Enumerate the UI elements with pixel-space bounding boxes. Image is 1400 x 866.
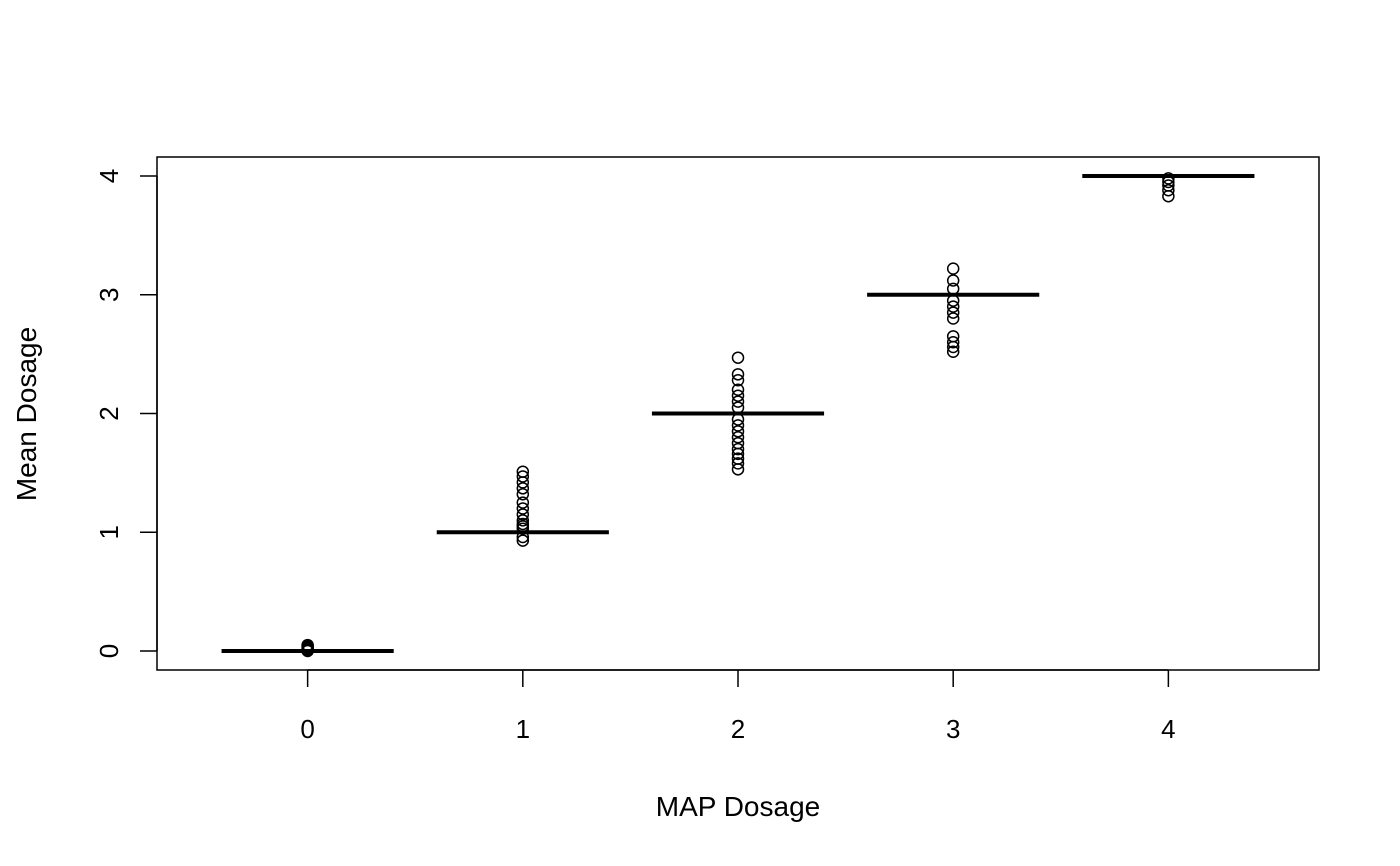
outlier-point	[516, 517, 530, 531]
outlier-point	[946, 345, 960, 358]
outlier-point	[731, 401, 745, 414]
y-tick-label: 2	[94, 406, 124, 420]
outlier-point	[946, 330, 960, 343]
x-axis-title: MAP Dosage	[656, 791, 820, 822]
y-tick-label: 0	[94, 644, 124, 658]
outlier-point	[731, 419, 745, 432]
outlier-point	[946, 294, 960, 307]
outlier-point	[1162, 172, 1175, 185]
y-tick-label: 3	[94, 288, 124, 302]
x-tick-label: 4	[1161, 714, 1175, 744]
outlier-point	[731, 431, 745, 444]
outlier-point	[516, 508, 530, 521]
outlier-point	[731, 383, 745, 396]
outlier-point	[516, 465, 530, 478]
box-group-0	[221, 638, 394, 658]
outlier-point	[516, 496, 530, 509]
x-tick-label: 1	[516, 714, 530, 744]
box-group-2	[651, 351, 825, 476]
outlier-point	[946, 300, 960, 313]
outlier-point	[516, 534, 530, 547]
chart-marks	[221, 172, 1255, 658]
outlier-point	[731, 457, 745, 470]
outlier-point	[946, 306, 960, 319]
y-tick-label: 1	[94, 525, 124, 539]
x-tick-label: 0	[300, 714, 314, 744]
outlier-point	[1162, 175, 1175, 189]
y-axis: 0 1 2 3 4	[94, 169, 158, 658]
box-group-4	[1082, 172, 1255, 203]
outlier-point	[1162, 184, 1175, 197]
outlier-point	[946, 262, 960, 275]
outlier-point	[946, 312, 960, 325]
outlier-point	[516, 502, 530, 515]
outlier-point	[731, 374, 745, 387]
outlier-point	[731, 351, 745, 364]
outlier-point	[731, 425, 745, 438]
outlier-point	[516, 470, 530, 483]
outlier-point	[731, 413, 745, 426]
outlier-point	[516, 488, 530, 501]
outlier-point	[946, 336, 960, 349]
outlier-point	[731, 389, 745, 402]
outlier-point	[731, 395, 745, 408]
y-axis-title: Mean Dosage	[11, 327, 42, 501]
outlier-point	[516, 514, 530, 527]
outlier-point	[516, 482, 530, 495]
outlier-point	[731, 442, 745, 456]
outlier-point	[301, 638, 314, 652]
outlier-point	[1162, 179, 1175, 192]
outlier-point	[731, 368, 745, 381]
x-tick-label: 2	[731, 714, 745, 744]
x-tick-label: 3	[946, 714, 960, 744]
box-group-1	[436, 465, 609, 547]
outlier-point	[731, 452, 745, 465]
box-group-3	[867, 262, 1040, 358]
outlier-point	[946, 274, 960, 287]
x-axis: 0 1 2 3 4	[300, 669, 1176, 744]
outlier-point	[731, 436, 745, 450]
y-tick-label: 4	[94, 169, 124, 183]
outlier-point	[946, 282, 960, 296]
